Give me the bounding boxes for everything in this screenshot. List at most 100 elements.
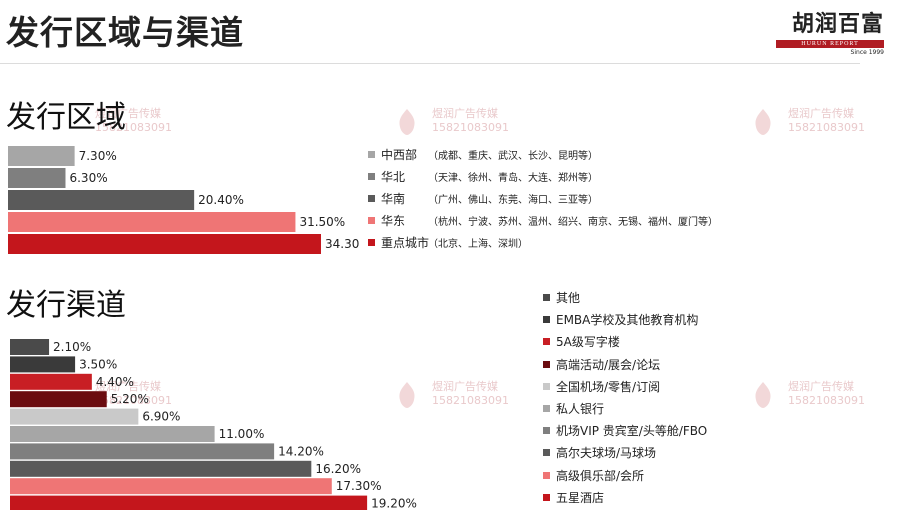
logo-chinese: 胡润百富: [791, 12, 884, 37]
bar-1: [10, 356, 76, 373]
watermark-flame-icon: [399, 382, 415, 408]
watermark-name: 煜润广告传媒: [95, 107, 161, 120]
watermark-phone: 15821083091: [95, 394, 172, 407]
bar-value-label: 20.40%: [198, 193, 244, 207]
watermark: 煜润广告传媒 15821083091: [399, 107, 509, 135]
legend-label: 其他: [556, 291, 581, 305]
bar-value-label: 16.20%: [315, 462, 361, 476]
legend-swatch: [543, 338, 550, 346]
channel-legend: 其他 EMBA学校及其他教育机构 5A级写字楼高端活动/展会/论坛 全国机场/零售/订…: [543, 289, 843, 513]
legend-label: 华南: [381, 192, 406, 206]
region-bar-chart: 7.30% 6.30% 20.40% 31.50% 34.30%: [8, 146, 360, 254]
watermark-phone: 15821083091: [95, 121, 172, 134]
legend-label: EMBA学校及其他教育机构: [556, 313, 699, 328]
watermark-flame-icon: [755, 382, 771, 408]
bar-5: [10, 426, 215, 442]
legend-swatch: [543, 449, 550, 457]
legend-label: 高端活动/展会/论坛: [556, 357, 661, 372]
bar-2: [10, 373, 92, 390]
legend-item: 全国机场/零售/订阅: [543, 378, 660, 395]
legend-swatch: [543, 382, 550, 390]
legend-swatch: [368, 151, 375, 158]
legend-swatch: [543, 427, 550, 435]
legend-item: 中西部: [368, 146, 417, 163]
bar-value-label: 3.50%: [79, 357, 117, 371]
legend-label: 全国机场/零售/订阅: [556, 379, 661, 394]
legend-swatch: [368, 217, 375, 224]
watermark-name: 煜润广告传媒: [788, 107, 854, 120]
legend-label: 华东: [381, 214, 406, 228]
watermark-phone: 15821083091: [432, 394, 509, 407]
legend-item: 高端活动/展会/论坛: [543, 356, 660, 373]
watermark-phone: 15821083091: [432, 121, 509, 134]
legend-swatch: [543, 493, 550, 501]
watermark-flame-icon: [399, 109, 415, 135]
bar-value-label: 11.00%: [219, 427, 265, 441]
channel-bar-chart: 2.10% 3.50% 4.40% 5.20% 6.90% 11.00% 14.20% 16.…: [10, 339, 417, 510]
bar-value-label: 17.30%: [336, 479, 382, 493]
bar-value-label: 4.40%: [96, 375, 134, 389]
bar-value-label: 19.20%: [371, 497, 417, 510]
hurun-logo: 胡润百富 HURUN REPORT Since 1999: [776, 6, 884, 56]
legend-label: 私人银行: [556, 402, 605, 416]
legend-description: （广州、佛山、东莞、海口、三亚等）: [428, 195, 598, 206]
legend-swatch: [543, 405, 550, 412]
legend-item: 五星酒店: [543, 489, 604, 506]
bar-0: [8, 146, 75, 166]
watermark: 煜润广告传媒 15821083091: [755, 107, 865, 135]
section-title-channel: 发行渠道: [6, 288, 126, 323]
watermark-name: 煜润广告传媒: [432, 107, 498, 120]
legend-swatch: [543, 294, 550, 301]
watermark-name: 煜润广告传媒: [432, 380, 498, 393]
legend-swatch: [368, 195, 375, 202]
watermark: 煜润广告传媒 15821083091: [95, 380, 172, 408]
watermark-name: 煜润广告传媒: [788, 380, 854, 393]
legend-label: 高级俱乐部/会所: [556, 468, 645, 483]
legend-description: （天津、徐州、青岛、大连、郑州等）: [428, 173, 598, 184]
legend-item: 华南: [368, 190, 405, 207]
legend-swatch: [368, 239, 375, 246]
watermark-name: 煜润广告传媒: [95, 380, 161, 393]
bar-4: [8, 234, 321, 254]
bar-value-label: 2.10%: [53, 340, 91, 354]
legend-item: 私人银行: [543, 400, 604, 417]
legend-description: （北京、上海、深圳）: [428, 239, 528, 250]
legend-item: 其他: [543, 289, 580, 306]
legend-label: 机场VIP 贵宾室/头等舱/FBO: [556, 424, 708, 439]
section-title-region: 发行区域: [6, 100, 126, 135]
legend-description: （杭州、宁波、苏州、温州、绍兴、南京、无锡、福州、厦门等）: [428, 217, 718, 228]
bar-4: [10, 408, 139, 425]
legend-label: 重点城市: [381, 236, 430, 250]
legend-label: 高尔夫球场/马球场: [556, 446, 657, 461]
logo-since: Since 1999: [850, 49, 884, 56]
watermark-phone: 15821083091: [788, 394, 865, 407]
legend-label: 华北: [381, 170, 406, 184]
logo-english: HURUN REPORT: [776, 40, 884, 48]
bar-value-label: 6.90%: [142, 410, 180, 424]
bar-0: [10, 339, 50, 355]
legend-swatch: [543, 360, 550, 368]
legend-label: 5A级写字楼: [556, 335, 620, 350]
bar-9: [10, 495, 368, 510]
watermark: 煜润广告传媒 15821083091: [399, 380, 509, 408]
bar-7: [10, 460, 312, 477]
legend-swatch: [368, 173, 375, 180]
watermark: 煜润广告传媒 15821083091: [95, 107, 172, 135]
legend-item: 5A级写字楼: [543, 333, 620, 350]
region-legend: 中西部 （成都、重庆、武汉、长沙、昆明等） 华北 （天津、徐州、青岛、大连、郑州等） 华…: [368, 146, 768, 256]
legend-label: 五星酒店: [556, 490, 605, 505]
legend-swatch: [543, 316, 550, 324]
legend-item: 华东: [368, 212, 405, 229]
bar-value-label: 34.30%: [325, 237, 360, 251]
page-title: 发行区域与渠道: [6, 13, 244, 52]
legend-item: EMBA学校及其他教育机构: [543, 311, 698, 328]
title-divider: [0, 63, 860, 64]
bar-1: [8, 168, 66, 188]
legend-item: 高级俱乐部/会所: [543, 467, 644, 484]
watermark: 煜润广告传媒 15821083091: [755, 380, 865, 408]
legend-item: 机场VIP 贵宾室/头等舱/FBO: [543, 422, 707, 439]
legend-item: 华北: [368, 168, 405, 185]
bar-value-label: 31.50%: [299, 215, 345, 229]
bar-value-label: 5.20%: [111, 392, 149, 406]
legend-description: （成都、重庆、武汉、长沙、昆明等）: [428, 151, 598, 162]
